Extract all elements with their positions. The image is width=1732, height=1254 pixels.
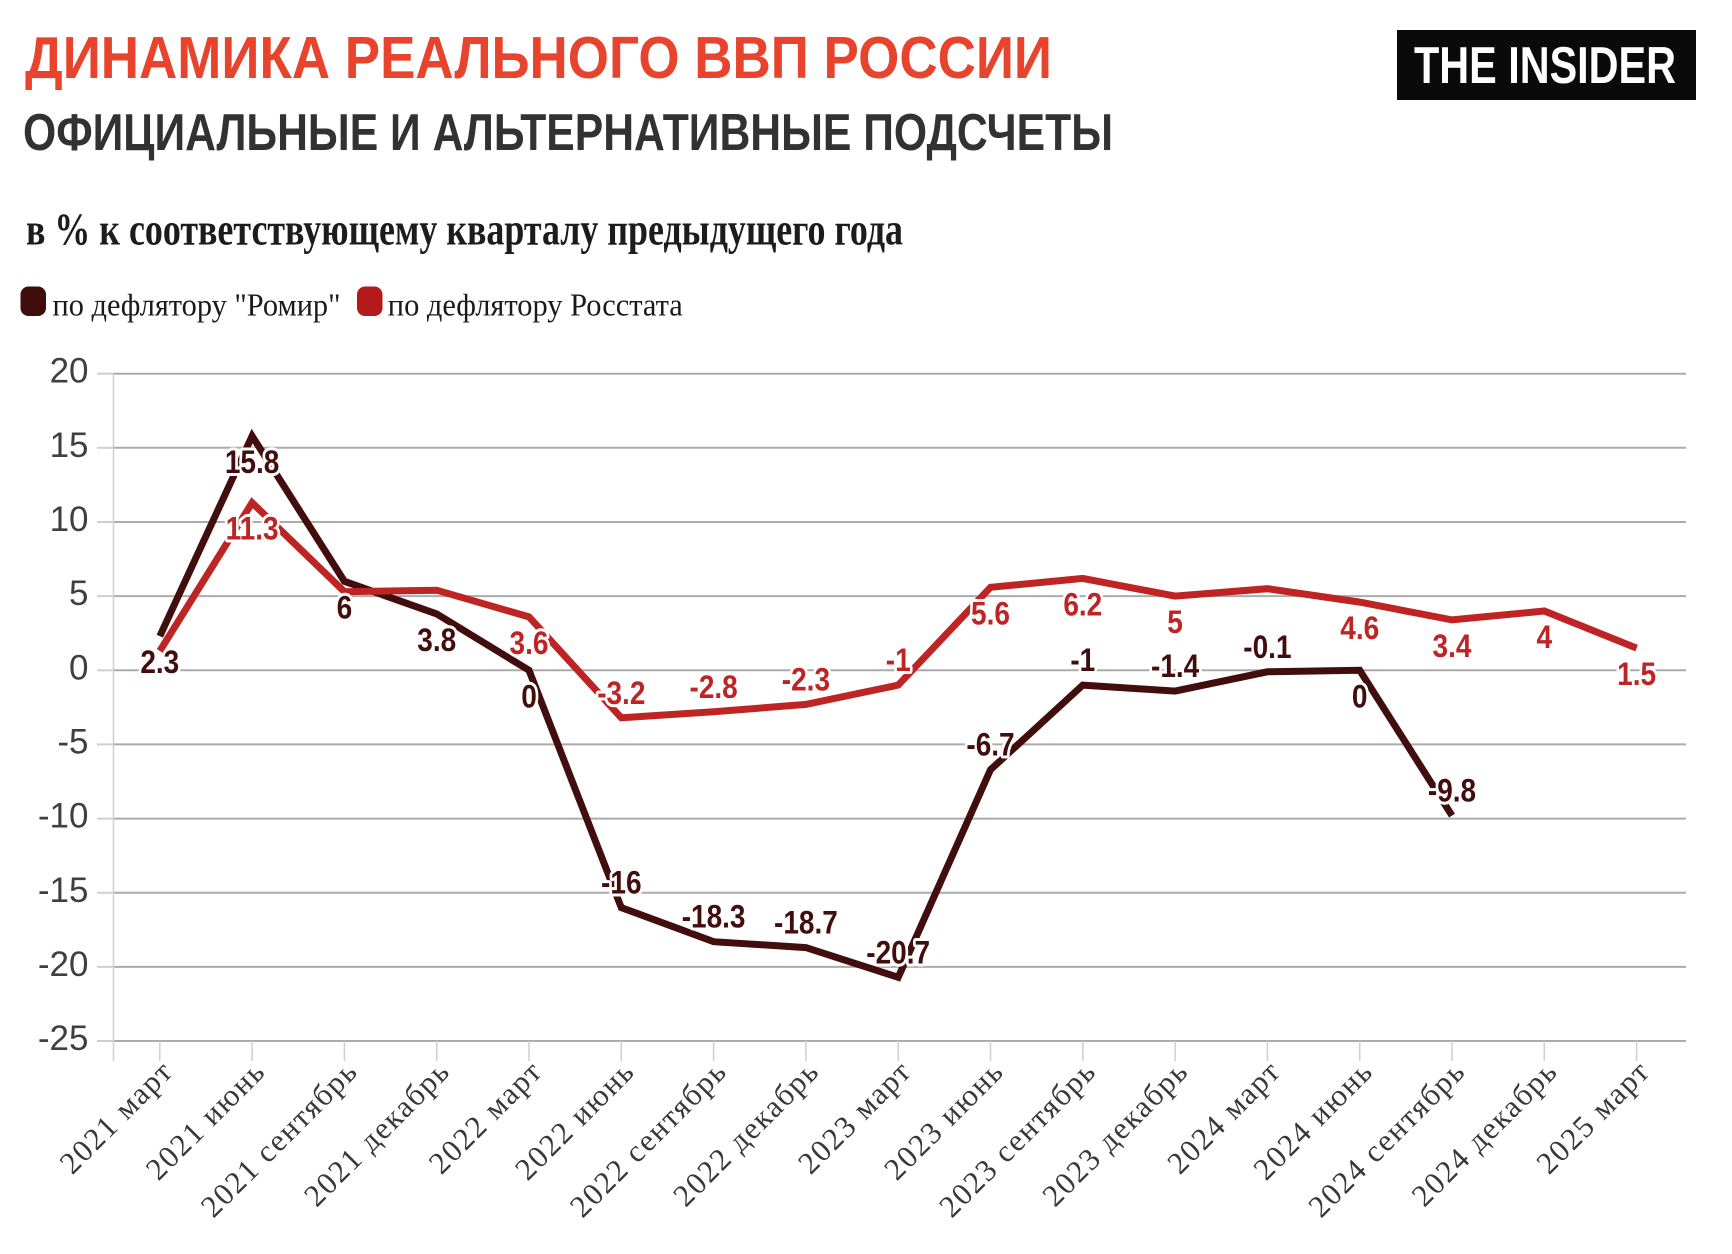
svg-text:-3.2: -3.2 (597, 675, 645, 711)
svg-text:-15: -15 (38, 871, 89, 910)
svg-text:-16: -16 (601, 865, 642, 901)
svg-text:-9.8: -9.8 (1428, 773, 1476, 809)
svg-text:по дефлятору Росстата: по дефлятору Росстата (388, 287, 683, 323)
svg-text:-6.7: -6.7 (966, 727, 1014, 763)
svg-text:5: 5 (69, 574, 88, 613)
svg-text:3.6: 3.6 (510, 625, 549, 661)
svg-text:THE INSIDER: THE INSIDER (1414, 37, 1676, 95)
svg-text:-10: -10 (38, 797, 89, 836)
svg-text:-20.7: -20.7 (866, 934, 930, 970)
svg-text:-25: -25 (38, 1019, 89, 1058)
svg-text:1.5: 1.5 (1617, 656, 1656, 692)
svg-text:6: 6 (337, 589, 353, 625)
svg-text:0: 0 (69, 648, 88, 687)
svg-text:0: 0 (1352, 678, 1368, 714)
svg-text:15: 15 (50, 426, 89, 465)
svg-text:-2.3: -2.3 (782, 661, 830, 697)
svg-text:-2.8: -2.8 (690, 669, 738, 705)
svg-text:0: 0 (521, 678, 537, 714)
svg-text:3.8: 3.8 (417, 622, 456, 658)
svg-text:-5: -5 (57, 722, 88, 761)
svg-text:-1.4: -1.4 (1151, 648, 1199, 684)
svg-text:20: 20 (50, 352, 89, 391)
svg-text:по дефлятору "Ромир": по дефлятору "Ромир" (53, 287, 341, 323)
svg-text:-1: -1 (1070, 642, 1095, 678)
svg-text:4: 4 (1537, 619, 1553, 655)
svg-text:4.6: 4.6 (1340, 610, 1379, 646)
svg-text:ОФИЦИАЛЬНЫЕ И АЛЬТЕРНАТИВНЫЕ П: ОФИЦИАЛЬНЫЕ И АЛЬТЕРНАТИВНЫЕ ПОДСЧЕТЫ (23, 104, 1113, 162)
svg-text:15.8: 15.8 (225, 444, 280, 480)
svg-text:-0.1: -0.1 (1243, 629, 1291, 665)
svg-text:5: 5 (1167, 604, 1183, 640)
svg-text:10: 10 (50, 500, 89, 539)
svg-text:2.3: 2.3 (140, 644, 179, 680)
svg-text:11.3: 11.3 (226, 511, 279, 547)
svg-text:3.4: 3.4 (1433, 628, 1472, 664)
svg-text:6.2: 6.2 (1063, 586, 1102, 622)
svg-text:ДИНАМИКА РЕАЛЬНОГО ВВП РОССИИ: ДИНАМИКА РЕАЛЬНОГО ВВП РОССИИ (25, 25, 1052, 91)
svg-text:-1: -1 (886, 642, 911, 678)
svg-text:-18.7: -18.7 (774, 905, 838, 941)
svg-text:в % к соответствующему квартал: в % к соответствующему кварталу предыдущ… (26, 205, 903, 255)
svg-text:-18.3: -18.3 (682, 899, 746, 935)
svg-text:-20: -20 (38, 945, 89, 984)
svg-text:5.6: 5.6 (971, 595, 1010, 631)
